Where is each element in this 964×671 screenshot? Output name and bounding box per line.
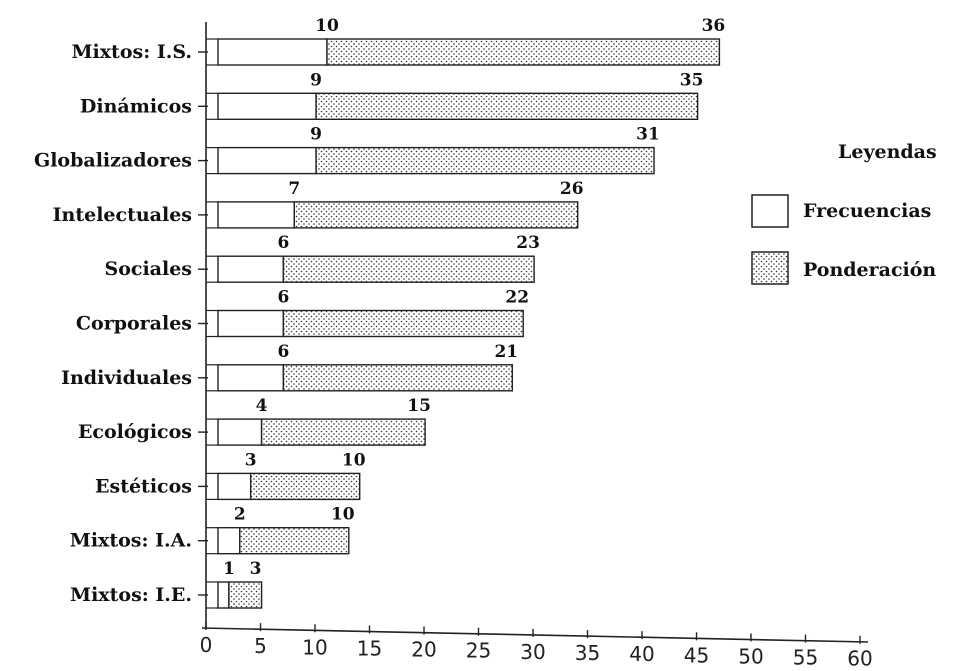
data-label-ponderacion: 31 [636,125,660,145]
data-label-ponderacion: 15 [407,396,431,416]
data-label-frecuencias: 2 [234,505,246,525]
data-label-frecuencias: 7 [288,179,300,199]
data-label-ponderacion: 26 [560,179,584,199]
category-label: Mixtos: I.E. [70,584,192,606]
data-label-ponderacion: 21 [494,342,518,362]
data-labels: 10 369 359 317 266 236 226 214 153 102 101 3 [223,16,725,579]
bar-ponderacion [239,527,350,555]
category-label: Estéticos [95,475,192,497]
legend-label-frecuencias: Frecuencias [803,200,931,222]
data-label-ponderacion: 10 [342,450,366,470]
x-axis-line [201,627,869,643]
x-tick-label: 10 [302,635,327,659]
bar-frecuencias [217,418,263,446]
bar-frecuencias [217,581,230,609]
data-label-ponderacion: 22 [505,288,529,308]
category-label: Mixtos: I.S. [71,41,192,63]
bar-ponderacion [293,201,579,229]
data-label-frecuencias: 9 [310,125,322,145]
legend-title: Leyendas [838,141,937,163]
bar-ponderacion [315,92,699,121]
bar-ponderacion [260,418,426,446]
bar-ponderacion [228,581,263,609]
category-label: Mixtos: I.A. [70,530,192,552]
bars [206,38,721,609]
bar-frecuencias [217,201,296,229]
x-tick-label: 50 [738,644,763,668]
x-tick-label: 5 [254,634,267,658]
x-tick-label: 45 [684,643,709,667]
x-tick-label: 55 [793,646,818,670]
bar-ponderacion [282,255,535,283]
bar-frecuencias [217,527,241,555]
axes: 0 5 10 15 20 25 30 35 40 45 50 55 60 Mixtos: I.S. Diná… [34,22,873,671]
bar-frecuencias [217,255,285,283]
data-label-frecuencias: 6 [277,342,289,362]
legend-swatch-ponderacion [751,251,789,285]
bar-frecuencias [217,38,328,66]
legend-label-ponderacion: Ponderación [803,259,936,281]
bar-frecuencias [217,146,317,175]
data-label-frecuencias: 1 [223,559,235,579]
bar-frecuencias [217,472,252,501]
data-label-frecuencias: 9 [310,70,322,90]
bar-ponderacion [282,364,513,392]
x-tick-label: 30 [520,640,545,664]
data-label-frecuencias: 10 [315,16,339,36]
category-label: Corporales [76,313,192,335]
category-label: Globalizadores [34,150,192,172]
bar-frecuencias [217,309,285,338]
category-label: Intelectuales [53,204,192,226]
x-tick-label: 60 [847,647,872,671]
x-tick-label: 40 [629,642,654,666]
bar-ponderacion [326,38,721,66]
legend-swatch-frecuencias [751,194,789,228]
data-label-frecuencias: 3 [245,450,257,470]
data-label-ponderacion: 36 [702,16,726,36]
category-label: Dinámicos [80,95,192,117]
bar-ponderacion [282,309,524,338]
data-label-frecuencias: 6 [277,288,289,308]
category-label: Ecológicos [78,421,192,443]
x-tick-label: 20 [411,638,436,662]
bar-ponderacion [249,472,361,501]
data-label-ponderacion: 3 [250,559,262,579]
legend: Leyendas Frecuencias Ponderación [751,141,937,285]
bar-frecuencias [217,92,317,121]
x-tick-label: 25 [466,639,491,663]
x-tick-label: 0 [200,633,213,657]
x-tick-label: 15 [357,636,382,660]
x-tick-label: 35 [575,641,600,665]
data-label-frecuencias: 4 [256,396,268,416]
category-label: Individuales [61,367,192,389]
bar-frecuencias [217,364,285,392]
bar-ponderacion [315,146,655,175]
data-label-ponderacion: 23 [516,233,540,253]
data-label-frecuencias: 6 [277,233,289,253]
category-label: Sociales [105,258,193,280]
data-label-ponderacion: 35 [680,70,704,90]
data-label-ponderacion: 10 [331,505,355,525]
